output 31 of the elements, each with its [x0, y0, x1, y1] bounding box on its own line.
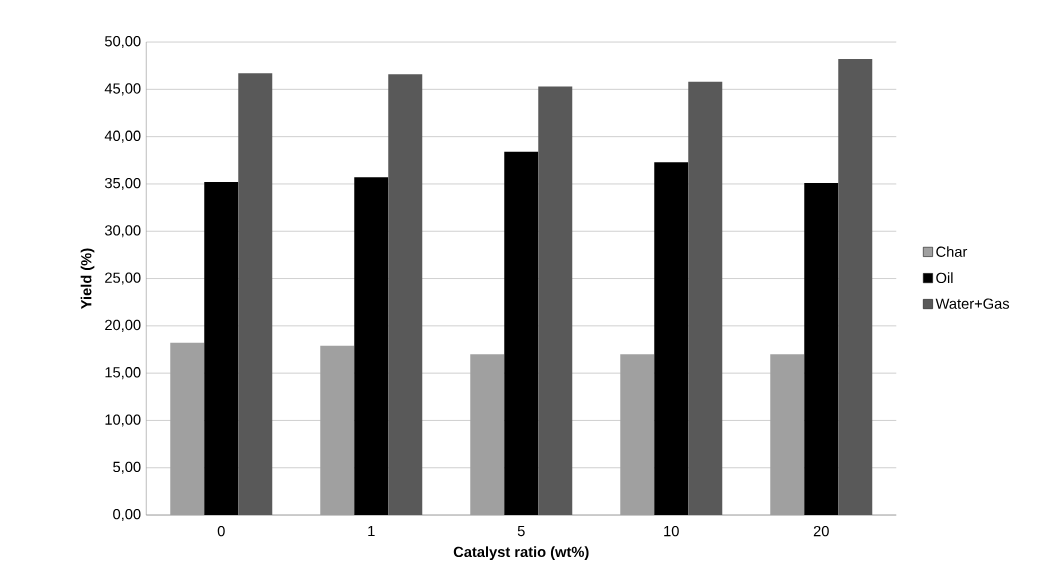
- y-tick-label: 25,00: [105, 272, 141, 285]
- y-tick-label: 45,00: [104, 83, 141, 96]
- x-tick-label: 5: [517, 525, 525, 537]
- y-tick-label: 5,00: [113, 461, 141, 474]
- x-tick-label: 1: [368, 525, 375, 536]
- y-tick-label: 40,00: [104, 130, 141, 143]
- y-tick-label: 0,00: [113, 509, 141, 522]
- bar: [204, 182, 239, 516]
- bar: [654, 162, 689, 516]
- legend-label: Water+Gas: [935, 298, 1010, 309]
- bar: [354, 177, 389, 516]
- bar: [504, 151, 539, 516]
- bar: [238, 73, 273, 516]
- x-tick-label: 0: [217, 525, 225, 537]
- y-axis-title: Yield (%): [80, 248, 95, 309]
- x-tick-label: 10: [664, 525, 679, 537]
- legend-label: Char: [936, 246, 968, 257]
- bar: [538, 86, 573, 516]
- bar: [388, 74, 423, 516]
- legend-label: Oil: [936, 272, 953, 284]
- bar: [838, 59, 873, 516]
- bar: [804, 183, 839, 516]
- y-tick-label: 15,00: [105, 367, 141, 380]
- y-tick-label: 20,00: [105, 319, 141, 332]
- y-tick-label: 35,00: [104, 177, 141, 191]
- x-tick-label: 20: [813, 525, 829, 537]
- y-tick-label: 10,00: [105, 414, 141, 427]
- x-axis-title: Catalyst ratio (wt%): [453, 546, 589, 560]
- bar: [688, 81, 723, 516]
- y-tick-label: 50,00: [104, 36, 141, 49]
- y-tick-label: 30,00: [104, 225, 141, 238]
